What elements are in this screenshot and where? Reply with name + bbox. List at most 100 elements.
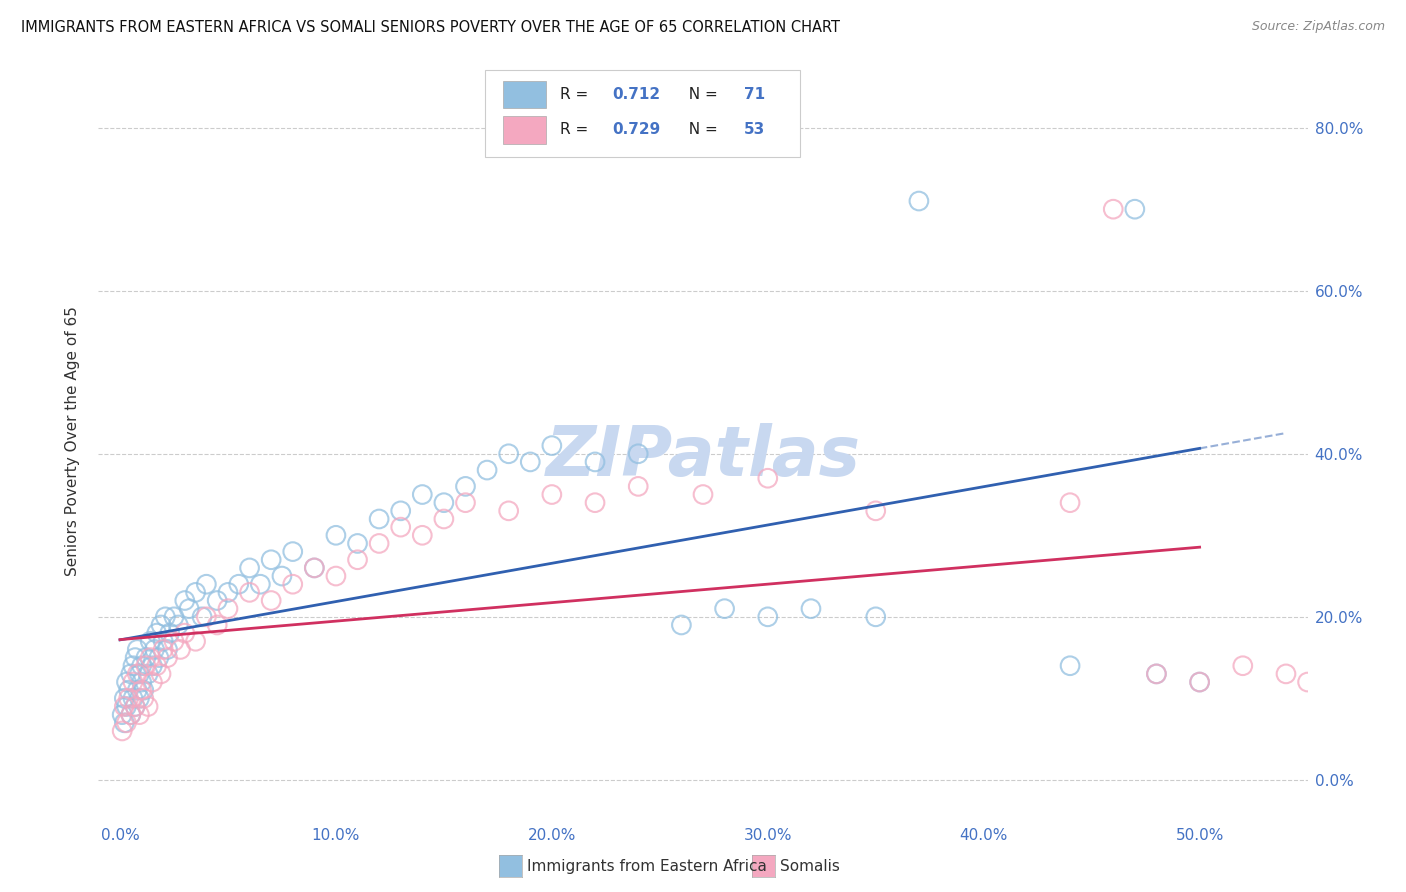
Point: [281, 544, 304, 558]
Point: [131, 658, 153, 673]
Text: 53: 53: [744, 122, 765, 137]
Point: [122, 691, 145, 706]
Point: [112, 699, 135, 714]
Text: Source: ZipAtlas.com: Source: ZipAtlas.com: [1251, 20, 1385, 33]
Point: [139, 634, 162, 648]
Text: Immigrants from Eastern Africa: Immigrants from Eastern Africa: [527, 859, 768, 873]
Point: [163, 634, 186, 648]
Point: [325, 528, 347, 542]
Point: [583, 496, 606, 510]
Point: [195, 610, 218, 624]
Y-axis label: Seniors Poverty Over the Age of 65: Seniors Poverty Over the Age of 65: [65, 307, 80, 576]
Point: [112, 691, 135, 706]
Point: [191, 610, 214, 624]
Point: [865, 610, 887, 624]
Point: [127, 642, 149, 657]
Point: [271, 569, 294, 583]
Point: [141, 675, 163, 690]
Text: R =: R =: [561, 122, 593, 137]
Point: [692, 487, 714, 501]
Point: [304, 561, 326, 575]
Point: [228, 577, 250, 591]
Point: [132, 683, 155, 698]
Point: [1275, 666, 1298, 681]
Point: [346, 553, 368, 567]
Point: [411, 487, 433, 501]
Point: [1102, 202, 1125, 217]
Point: [195, 577, 218, 591]
Point: [1144, 666, 1167, 681]
Point: [150, 618, 173, 632]
Point: [1317, 683, 1340, 698]
Point: [454, 479, 477, 493]
Text: ZIPatlas: ZIPatlas: [546, 423, 860, 491]
Point: [184, 585, 207, 599]
FancyBboxPatch shape: [503, 80, 546, 108]
Point: [627, 479, 650, 493]
Point: [145, 626, 167, 640]
Point: [1059, 658, 1081, 673]
Point: [173, 626, 195, 640]
Point: [127, 666, 149, 681]
Point: [865, 504, 887, 518]
Point: [1296, 675, 1319, 690]
Point: [127, 683, 149, 698]
Point: [152, 634, 174, 648]
Point: [1188, 675, 1211, 690]
Point: [433, 512, 456, 526]
Text: N =: N =: [679, 87, 723, 102]
Point: [184, 634, 207, 648]
Point: [249, 577, 271, 591]
Point: [111, 723, 134, 738]
Text: 0.712: 0.712: [613, 87, 661, 102]
Point: [118, 683, 141, 698]
Point: [756, 471, 779, 485]
Point: [145, 658, 167, 673]
Point: [304, 561, 326, 575]
Point: [346, 536, 368, 550]
Point: [519, 455, 541, 469]
Point: [1144, 666, 1167, 681]
Point: [128, 691, 150, 706]
Text: 0.729: 0.729: [613, 122, 661, 137]
Point: [141, 658, 163, 673]
Point: [1188, 675, 1211, 690]
Point: [156, 650, 179, 665]
Point: [325, 569, 347, 583]
Text: IMMIGRANTS FROM EASTERN AFRICA VS SOMALI SENIORS POVERTY OVER THE AGE OF 65 CORR: IMMIGRANTS FROM EASTERN AFRICA VS SOMALI…: [21, 20, 841, 35]
Point: [205, 618, 228, 632]
Point: [156, 642, 179, 657]
Point: [179, 601, 201, 615]
Point: [217, 585, 239, 599]
Point: [135, 650, 157, 665]
Point: [908, 194, 931, 208]
Text: Somalis: Somalis: [780, 859, 841, 873]
FancyBboxPatch shape: [503, 116, 546, 144]
Point: [124, 699, 146, 714]
Point: [155, 610, 177, 624]
Point: [148, 650, 170, 665]
Point: [627, 447, 650, 461]
Point: [540, 487, 562, 501]
Point: [122, 675, 145, 690]
Point: [800, 601, 823, 615]
Point: [120, 707, 142, 722]
Point: [389, 504, 412, 518]
Point: [139, 650, 162, 665]
Point: [260, 553, 283, 567]
Point: [1123, 202, 1146, 217]
Point: [239, 561, 262, 575]
Point: [112, 715, 135, 730]
Point: [239, 585, 262, 599]
Text: N =: N =: [679, 122, 723, 137]
Point: [169, 642, 191, 657]
Point: [122, 658, 145, 673]
Point: [136, 666, 159, 681]
Point: [713, 601, 735, 615]
Point: [159, 626, 181, 640]
Point: [124, 650, 146, 665]
Point: [150, 666, 173, 681]
Point: [131, 675, 153, 690]
Point: [454, 496, 477, 510]
Point: [143, 642, 166, 657]
